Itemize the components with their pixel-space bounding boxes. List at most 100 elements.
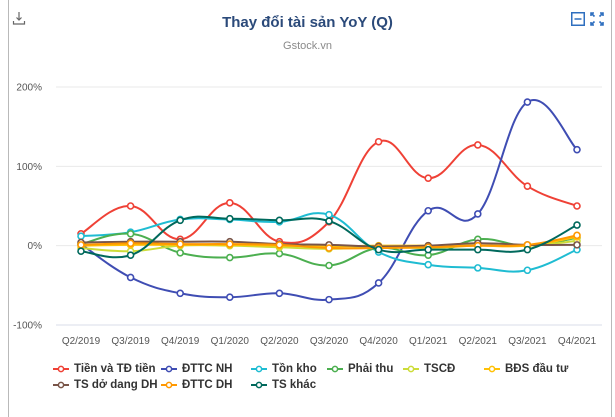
data-point[interactable] (176, 216, 184, 225)
chart-panel (8, 0, 612, 417)
x-tick-label: Q2/2020 (260, 336, 299, 347)
x-tick-label: Q3/2020 (310, 336, 349, 347)
x-tick-label: Q2/2021 (459, 336, 498, 347)
legend-label: ĐTTC NH (182, 363, 233, 375)
y-tick-label: 100% (16, 162, 42, 173)
y-tick-label: 200% (16, 83, 42, 94)
download-button[interactable] (12, 10, 26, 26)
data-point[interactable] (473, 141, 482, 149)
data-point[interactable] (374, 137, 383, 146)
legend-item[interactable]: Tồn kho (251, 363, 317, 375)
data-point[interactable] (275, 216, 284, 225)
data-point[interactable] (424, 260, 433, 269)
chart-subtitle: Gstock.vn (283, 40, 332, 52)
y-axis: 200% 100% 0% -100% (13, 83, 42, 332)
grid-lines (56, 86, 602, 326)
data-point[interactable] (226, 214, 234, 223)
data-point[interactable] (275, 241, 284, 249)
x-tick-label: Q3/2019 (111, 336, 150, 347)
data-point[interactable] (126, 229, 135, 238)
legend-item[interactable]: TS khác (251, 379, 316, 391)
x-tick-label: Q2/2019 (62, 336, 101, 347)
legend-marker-icon (403, 365, 419, 373)
data-point[interactable] (523, 266, 532, 275)
legend-item[interactable]: Tiền và TĐ tiền (53, 363, 156, 375)
legend-item[interactable]: BĐS đầu tư (484, 363, 568, 375)
series-group (77, 98, 581, 304)
legend-marker-icon (251, 381, 267, 389)
series-line (80, 99, 578, 301)
chart-title: Thay đổi tài sản YoY (Q) (222, 14, 393, 31)
series-1 (77, 98, 581, 304)
data-point[interactable] (77, 232, 85, 240)
data-point[interactable] (275, 249, 284, 258)
legend-label: Tiền và TĐ tiền (74, 363, 156, 375)
legend-item[interactable]: TSCĐ (403, 363, 455, 375)
x-tick-label: Q3/2021 (508, 336, 547, 347)
legend-marker-icon (327, 365, 343, 373)
legend-label: Phải thu (348, 363, 394, 375)
legend-marker-icon (53, 381, 69, 389)
data-point[interactable] (374, 245, 383, 254)
download-icon (12, 12, 26, 25)
legend-item[interactable]: Phải thu (327, 363, 393, 375)
series-7 (77, 231, 581, 252)
x-tick-label: Q4/2020 (359, 336, 398, 347)
data-point[interactable] (325, 261, 333, 270)
legend-label: TS dở dang DH (74, 379, 158, 391)
data-point[interactable] (573, 221, 581, 229)
data-point[interactable] (325, 295, 333, 304)
data-point[interactable] (226, 240, 234, 248)
data-point[interactable] (325, 210, 333, 219)
x-tick-label: Q4/2021 (558, 336, 597, 347)
data-point[interactable] (126, 239, 135, 248)
data-point[interactable] (424, 245, 433, 254)
data-point[interactable] (523, 245, 532, 254)
data-point[interactable] (573, 202, 581, 210)
legend-item[interactable]: ĐTTC DH (161, 379, 232, 391)
legend-label: BĐS đầu tư (505, 363, 569, 375)
data-point[interactable] (424, 174, 433, 183)
line-chart: 200% 100% 0% -100% Q2/2019 Q3/2019 Q4/2019 Q1/… (13, 83, 602, 347)
data-point[interactable] (126, 273, 135, 282)
fullscreen-button[interactable] (590, 12, 604, 26)
minimize-button[interactable] (571, 12, 585, 26)
data-point[interactable] (573, 231, 581, 240)
legend-marker-icon (161, 381, 177, 389)
data-point[interactable] (226, 253, 234, 262)
data-point[interactable] (325, 244, 333, 252)
data-point[interactable] (523, 182, 532, 190)
data-point[interactable] (126, 251, 135, 259)
series-8 (77, 214, 581, 259)
data-point[interactable] (176, 240, 184, 248)
legend-label: TSCĐ (424, 363, 456, 375)
data-point[interactable] (573, 241, 581, 249)
legend-marker-icon (161, 365, 177, 373)
data-point[interactable] (226, 199, 234, 207)
fullscreen-icon (590, 12, 604, 26)
data-point[interactable] (176, 249, 184, 257)
data-point[interactable] (176, 289, 184, 298)
data-point[interactable] (473, 210, 482, 218)
data-point[interactable] (226, 293, 234, 302)
data-point[interactable] (77, 241, 85, 249)
data-point[interactable] (325, 217, 333, 225)
legend-label: Tồn kho (272, 363, 317, 375)
legend-marker-icon (53, 365, 69, 373)
data-point[interactable] (523, 98, 532, 106)
legend-item[interactable]: ĐTTC NH (161, 363, 232, 375)
data-point[interactable] (473, 245, 482, 254)
x-tick-label: Q1/2021 (409, 336, 448, 347)
legend-item[interactable]: TS dở dang DH (53, 379, 158, 391)
legend-marker-icon (484, 365, 500, 373)
data-point[interactable] (473, 264, 482, 272)
minimize-icon (571, 12, 585, 26)
data-point[interactable] (275, 289, 284, 298)
data-point[interactable] (77, 247, 85, 256)
data-point[interactable] (374, 279, 383, 287)
legend-label: ĐTTC DH (182, 379, 233, 391)
data-point[interactable] (573, 145, 581, 154)
x-axis: Q2/2019 Q3/2019 Q4/2019 Q1/2020 Q2/2020 Q3/20… (62, 336, 597, 347)
data-point[interactable] (424, 206, 433, 215)
data-point[interactable] (126, 202, 135, 210)
